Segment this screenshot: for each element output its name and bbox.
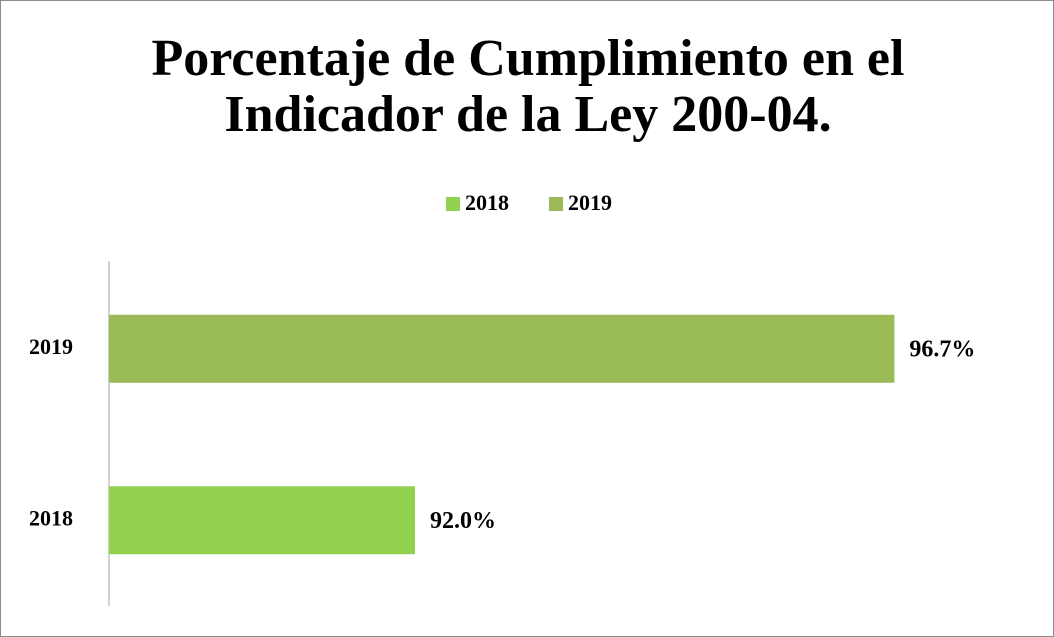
legend-swatch [549, 197, 563, 211]
legend-swatch [446, 197, 460, 211]
bar [109, 486, 415, 555]
y-tick-label: 2018 [29, 505, 73, 530]
y-tick-label: 2019 [29, 334, 73, 359]
bar [109, 314, 895, 383]
legend-label: 2018 [465, 190, 509, 215]
data-label: 92.0% [430, 508, 496, 534]
chart-title: Porcentaje de Cumplimiento en el Indicad… [151, 30, 905, 143]
data-label: 96.7% [909, 336, 975, 362]
legend-label: 2019 [568, 190, 612, 215]
